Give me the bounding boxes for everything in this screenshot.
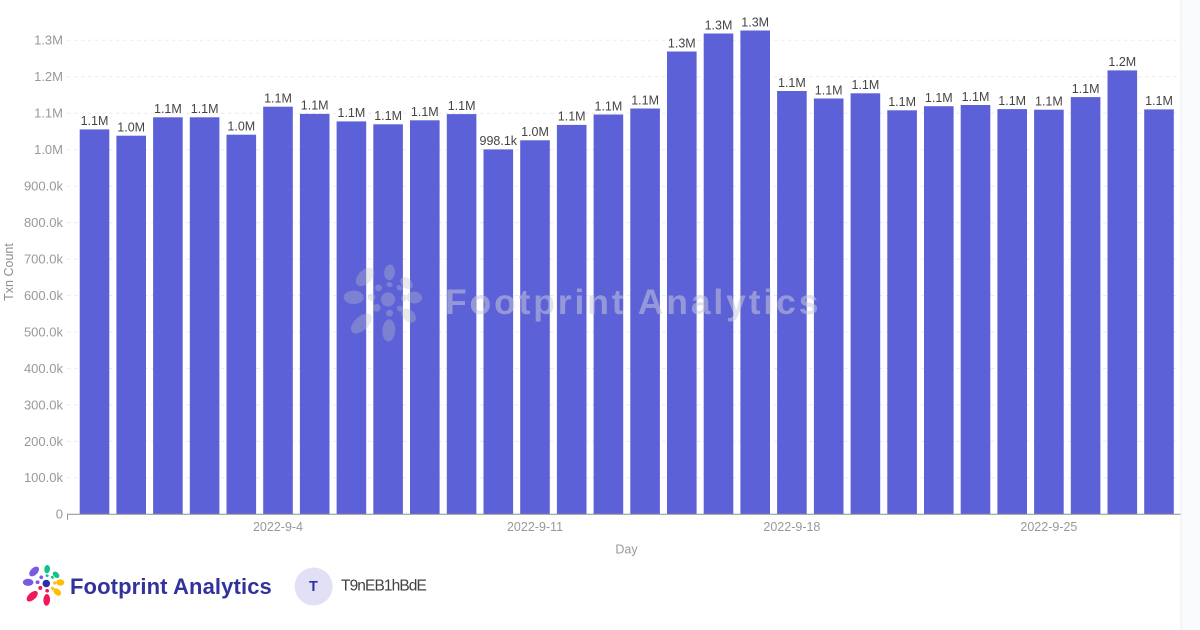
svg-text:998.1k: 998.1k <box>480 134 518 148</box>
svg-text:1.0M: 1.0M <box>521 125 549 139</box>
svg-text:T: T <box>309 579 318 595</box>
svg-text:1.1M: 1.1M <box>301 99 329 113</box>
svg-text:1.1M: 1.1M <box>338 106 366 120</box>
svg-text:1.0M: 1.0M <box>117 121 145 135</box>
svg-text:1.1M: 1.1M <box>558 110 586 124</box>
svg-text:500.0k: 500.0k <box>24 324 64 339</box>
svg-text:200.0k: 200.0k <box>24 434 64 449</box>
svg-text:700.0k: 700.0k <box>24 252 64 267</box>
svg-text:1.1M: 1.1M <box>1145 94 1173 108</box>
svg-text:800.0k: 800.0k <box>24 215 64 230</box>
svg-text:1.1M: 1.1M <box>631 93 659 107</box>
svg-text:Day: Day <box>615 542 638 556</box>
svg-text:2022-9-11: 2022-9-11 <box>507 520 563 534</box>
svg-text:1.1M: 1.1M <box>1072 82 1100 96</box>
svg-text:400.0k: 400.0k <box>24 361 64 376</box>
svg-text:1.1M: 1.1M <box>815 83 843 97</box>
svg-text:1.1M: 1.1M <box>778 76 806 90</box>
svg-text:2022-9-25: 2022-9-25 <box>1020 520 1077 534</box>
svg-text:300.0k: 300.0k <box>24 397 64 412</box>
svg-text:Footprint Analytics: Footprint Analytics <box>445 282 821 322</box>
svg-text:600.0k: 600.0k <box>24 288 64 303</box>
svg-text:1.1M: 1.1M <box>1035 95 1063 109</box>
svg-text:100.0k: 100.0k <box>24 470 64 485</box>
svg-text:1.1M: 1.1M <box>191 102 219 116</box>
svg-text:1.1M: 1.1M <box>448 99 476 113</box>
svg-text:Txn Count: Txn Count <box>2 243 16 301</box>
svg-text:1.3M: 1.3M <box>741 15 769 29</box>
svg-text:900.0k: 900.0k <box>24 179 64 194</box>
svg-text:1.1M: 1.1M <box>595 99 623 113</box>
svg-text:1.1M: 1.1M <box>264 92 292 106</box>
svg-text:T9nEB1hBdE: T9nEB1hBdE <box>341 577 426 594</box>
svg-text:1.1M: 1.1M <box>852 78 880 92</box>
svg-text:Footprint Analytics: Footprint Analytics <box>70 574 272 599</box>
svg-text:1.1M: 1.1M <box>374 109 402 123</box>
svg-text:1.0M: 1.0M <box>227 120 255 134</box>
svg-text:1.1M: 1.1M <box>34 106 63 121</box>
svg-text:1.1M: 1.1M <box>888 95 916 109</box>
svg-text:1.0M: 1.0M <box>34 142 63 157</box>
svg-text:1.1M: 1.1M <box>925 91 953 105</box>
svg-text:1.2M: 1.2M <box>1108 55 1136 69</box>
svg-text:2022-9-4: 2022-9-4 <box>253 520 303 534</box>
svg-text:1.3M: 1.3M <box>668 36 696 50</box>
svg-text:1.1M: 1.1M <box>81 114 109 128</box>
svg-text:1.1M: 1.1M <box>411 105 439 119</box>
svg-text:1.2M: 1.2M <box>34 69 63 84</box>
svg-text:1.3M: 1.3M <box>705 18 733 32</box>
svg-text:1.1M: 1.1M <box>962 90 990 104</box>
svg-text:1.1M: 1.1M <box>998 94 1026 108</box>
svg-text:0: 0 <box>56 507 63 522</box>
svg-text:1.3M: 1.3M <box>34 33 63 48</box>
svg-text:2022-9-18: 2022-9-18 <box>763 520 820 534</box>
svg-text:1.1M: 1.1M <box>154 102 182 116</box>
